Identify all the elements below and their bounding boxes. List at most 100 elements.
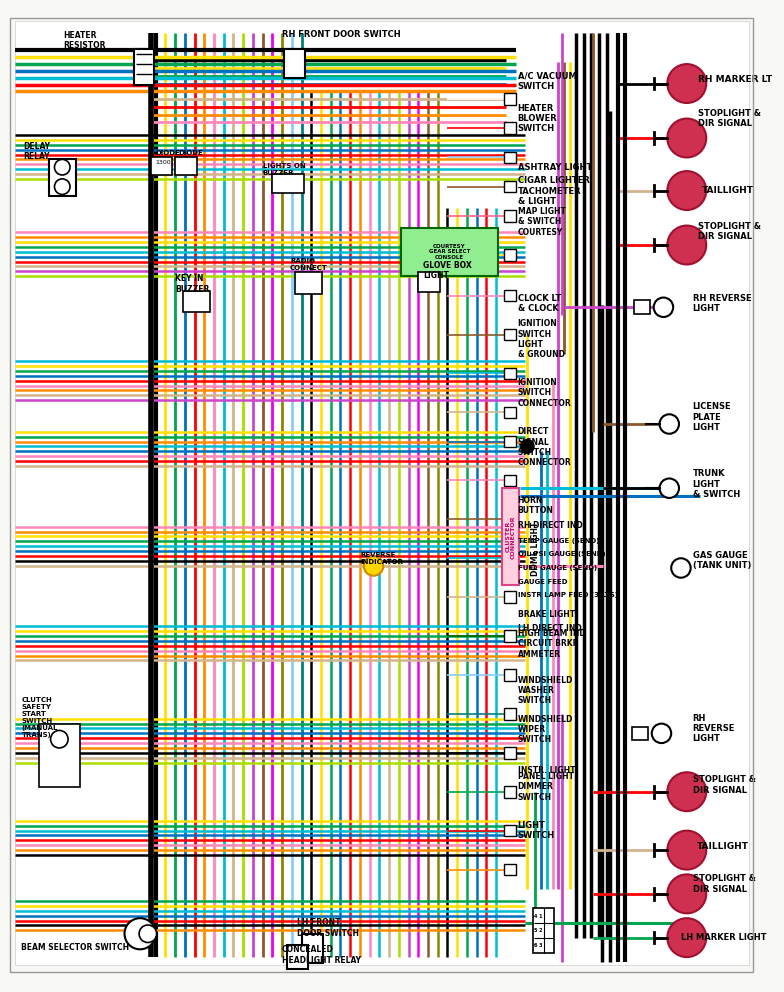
Text: CLOCK LT
& CLOCK: CLOCK LT & CLOCK <box>517 294 561 313</box>
Text: INSTR. LIGHT: INSTR. LIGHT <box>517 766 575 775</box>
Bar <box>504 435 516 447</box>
Circle shape <box>667 772 706 811</box>
Bar <box>134 49 154 85</box>
Text: DELAY
RELAY: DELAY RELAY <box>24 142 50 162</box>
Circle shape <box>667 119 706 158</box>
Circle shape <box>51 730 68 748</box>
Bar <box>504 368 516 379</box>
Bar <box>287 945 308 969</box>
Text: CONCEALED
HEADLIGHT RELAY: CONCEALED HEADLIGHT RELAY <box>282 945 361 965</box>
Bar <box>151 158 172 175</box>
Circle shape <box>659 415 679 434</box>
Text: CLUSTER
CONNECTOR: CLUSTER CONNECTOR <box>506 515 516 558</box>
Bar <box>504 152 516 164</box>
Text: STOPLIGHT &
DIR SIGNAL: STOPLIGHT & DIR SIGNAL <box>699 109 761 128</box>
Bar <box>504 747 516 759</box>
Bar <box>504 514 516 525</box>
Text: TEMP GAUGE (SEND): TEMP GAUGE (SEND) <box>517 538 599 544</box>
Text: HIGH BEAM IND
CIRCUIT BRKR
AMMETER: HIGH BEAM IND CIRCUIT BRKR AMMETER <box>517 629 586 659</box>
Circle shape <box>364 557 383 575</box>
Bar <box>504 591 516 603</box>
Text: LICENSE
PLATE
LIGHT: LICENSE PLATE LIGHT <box>692 403 731 433</box>
Bar <box>504 181 516 192</box>
Bar <box>401 227 498 276</box>
Bar <box>504 93 516 105</box>
Text: CIGAR LIGHTER: CIGAR LIGHTER <box>517 177 590 186</box>
Circle shape <box>139 925 157 942</box>
Bar <box>634 301 650 314</box>
Circle shape <box>667 225 706 265</box>
Text: A/C VACUUM
SWITCH: A/C VACUUM SWITCH <box>517 71 576 91</box>
Circle shape <box>54 160 70 175</box>
Text: KEY IN
BUZZER: KEY IN BUZZER <box>175 274 209 294</box>
Text: TAILLIGHT: TAILLIGHT <box>696 841 749 851</box>
Text: 5 2: 5 2 <box>534 929 543 933</box>
Text: BRAKE LIGHT: BRAKE LIGHT <box>517 610 575 619</box>
Bar <box>295 272 322 294</box>
Bar <box>504 708 516 720</box>
Bar <box>49 160 76 196</box>
Text: LH FRONT
DOOR SWITCH: LH FRONT DOOR SWITCH <box>296 919 359 937</box>
Circle shape <box>654 298 673 317</box>
Text: MAP LIGHT
& SWITCH
COURTESY: MAP LIGHT & SWITCH COURTESY <box>517 206 565 236</box>
Circle shape <box>671 558 691 577</box>
Bar <box>419 272 440 292</box>
Text: RH REVERSE
LIGHT: RH REVERSE LIGHT <box>692 294 751 313</box>
Circle shape <box>667 919 706 957</box>
Bar <box>502 488 520 585</box>
Text: STOPLIGHT &
DIR SIGNAL: STOPLIGHT & DIR SIGNAL <box>692 775 756 795</box>
Text: FUEL GAUGE (SEND): FUEL GAUGE (SEND) <box>517 565 597 571</box>
Bar <box>39 723 80 787</box>
Circle shape <box>667 874 706 914</box>
Text: STOPLIGHT &
DIR SIGNAL: STOPLIGHT & DIR SIGNAL <box>692 874 756 894</box>
Bar <box>183 291 210 312</box>
Text: LH DIRECT IND: LH DIRECT IND <box>517 624 581 633</box>
Bar <box>504 553 516 564</box>
Text: TACHOMETER
& LIGHT: TACHOMETER & LIGHT <box>517 186 581 206</box>
Text: LIGHTS ON
BUZZER: LIGHTS ON BUZZER <box>263 163 306 176</box>
Bar <box>175 158 197 175</box>
Text: RADIO
CONNECT: RADIO CONNECT <box>290 258 328 271</box>
Text: RH DIRECT IND: RH DIRECT IND <box>517 521 583 530</box>
Bar <box>633 726 648 740</box>
Bar <box>504 122 516 134</box>
Text: OIL PSI GAUGE (SEND): OIL PSI GAUGE (SEND) <box>517 552 605 558</box>
Text: DIODE: DIODE <box>156 150 180 156</box>
Text: 4 1: 4 1 <box>534 914 543 919</box>
Bar <box>504 864 516 875</box>
Bar <box>272 174 303 193</box>
Text: IGNITION
SWITCH
CONNECTOR: IGNITION SWITCH CONNECTOR <box>517 378 572 408</box>
Text: WINDSHIELD
WASHER
SWITCH: WINDSHIELD WASHER SWITCH <box>517 676 573 705</box>
Bar <box>504 407 516 419</box>
Text: DIRECT
SIGNAL
SWITCH
CONNECTOR: DIRECT SIGNAL SWITCH CONNECTOR <box>517 428 572 467</box>
Text: COURTESY
GEAR SELECT
CONSOLE: COURTESY GEAR SELECT CONSOLE <box>429 243 470 260</box>
Text: HORN
BUTTON: HORN BUTTON <box>517 496 554 516</box>
Text: CLUTCH
SAFETY
START
SWITCH
(MANUAL
TRANS): CLUTCH SAFETY START SWITCH (MANUAL TRANS… <box>21 697 58 738</box>
Bar <box>504 290 516 302</box>
Text: WINDSHIELD
WIPER
SWITCH: WINDSHIELD WIPER SWITCH <box>517 714 573 744</box>
Circle shape <box>659 478 679 498</box>
Text: HEATER
BLOWER
SWITCH: HEATER BLOWER SWITCH <box>517 103 557 134</box>
Text: HEATER
RESISTOR: HEATER RESISTOR <box>64 31 106 51</box>
Bar <box>302 933 323 963</box>
Bar <box>504 670 516 681</box>
Text: REVERSE
INDICATOR: REVERSE INDICATOR <box>360 552 403 564</box>
Bar <box>504 474 516 486</box>
Circle shape <box>125 919 156 949</box>
Bar <box>504 786 516 798</box>
Text: BEAM SELECTOR SWITCH: BEAM SELECTOR SWITCH <box>21 942 129 952</box>
Text: 1300: 1300 <box>156 160 171 165</box>
Text: DIODE: DIODE <box>178 150 203 156</box>
Text: IGNITION
SWITCH
LIGHT
& GROUND: IGNITION SWITCH LIGHT & GROUND <box>517 319 564 359</box>
Circle shape <box>54 179 70 194</box>
Text: RH MARKER LT: RH MARKER LT <box>699 75 772 84</box>
Text: PANEL LIGHT
DIMMER
SWITCH: PANEL LIGHT DIMMER SWITCH <box>517 772 574 802</box>
Text: STOPLIGHT &
DIR SIGNAL: STOPLIGHT & DIR SIGNAL <box>699 221 761 241</box>
Circle shape <box>652 723 671 743</box>
Bar <box>504 249 516 261</box>
Text: RH
REVERSE
LIGHT: RH REVERSE LIGHT <box>692 713 735 743</box>
Bar <box>504 328 516 340</box>
Circle shape <box>667 171 706 210</box>
Bar <box>284 49 306 77</box>
Bar <box>504 630 516 642</box>
